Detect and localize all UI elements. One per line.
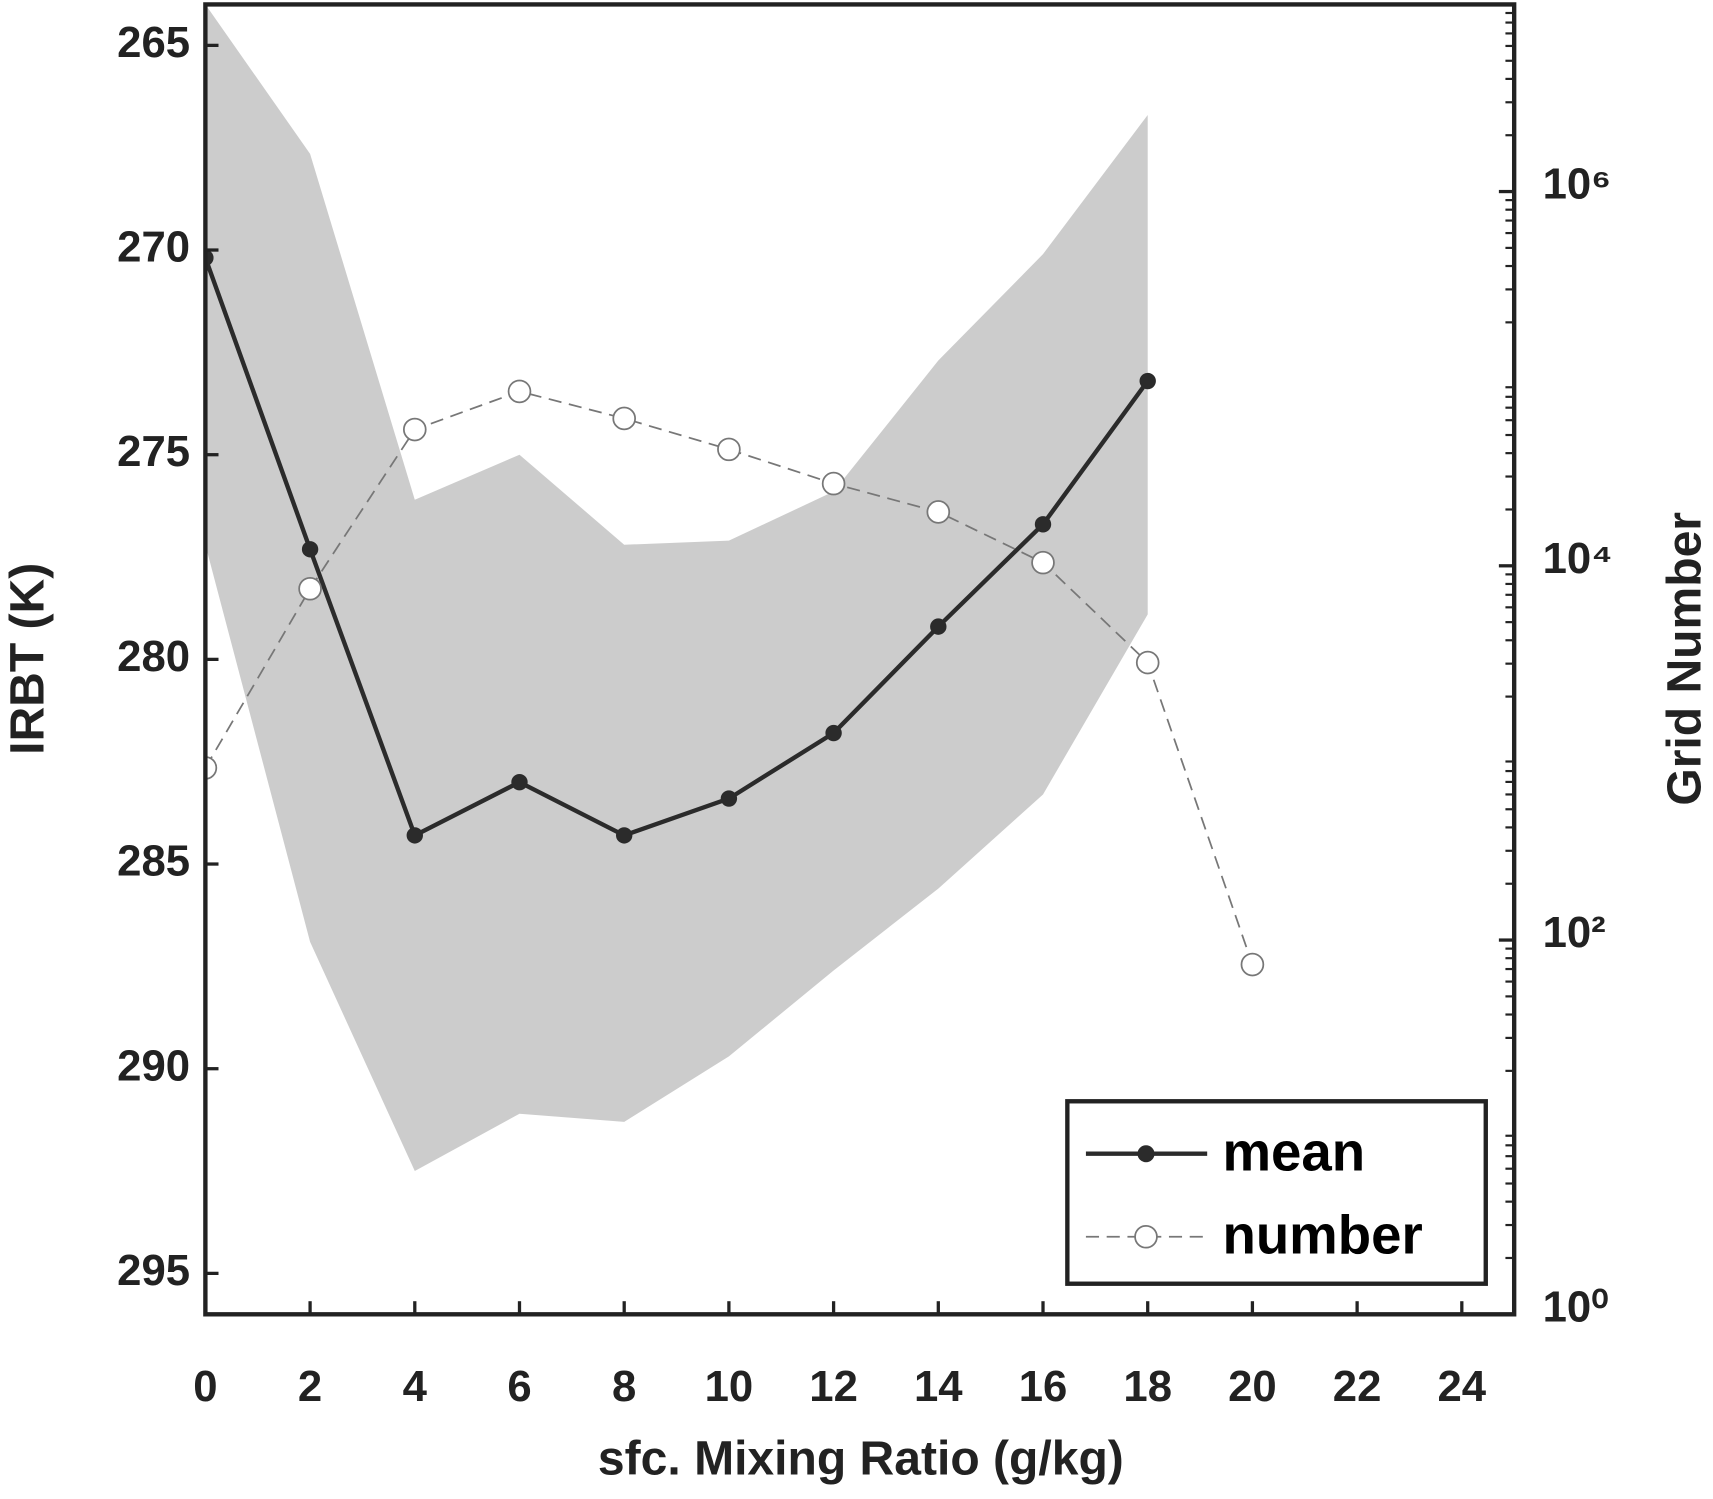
x-tick-label: 4 <box>403 1362 428 1411</box>
y-axis-label: IRBT (K) <box>0 563 54 755</box>
legend-box <box>1065 1099 1488 1286</box>
x-tick-label: 24 <box>1438 1362 1487 1411</box>
x-tick-label: 10 <box>705 1362 754 1411</box>
y-tick-label: 290 <box>117 1041 190 1090</box>
series-marker <box>507 379 532 404</box>
x-tick-label: 8 <box>612 1362 636 1411</box>
spread-band <box>205 4 1148 1172</box>
x-tick-label: 6 <box>507 1362 531 1411</box>
x-tick-label: 2 <box>298 1362 322 1411</box>
series-marker <box>298 576 322 601</box>
x-tick-label: 20 <box>1228 1362 1277 1411</box>
y2-tick-label: 10⁰ <box>1543 1282 1609 1331</box>
y2-tick-label: 10⁴ <box>1543 534 1613 583</box>
legend-label: number <box>1222 1204 1422 1265</box>
x-tick-label: 16 <box>1019 1362 1068 1411</box>
series-marker <box>616 827 633 844</box>
series-marker <box>511 773 528 791</box>
series-marker <box>717 437 741 462</box>
series-marker <box>825 724 842 742</box>
series-marker <box>930 618 947 635</box>
series-marker <box>301 541 319 558</box>
x-tick-label: 22 <box>1333 1362 1382 1411</box>
y-tick-label: 275 <box>117 427 190 476</box>
series-marker <box>821 471 846 496</box>
x-tick-label: 14 <box>914 1362 963 1411</box>
series-marker <box>402 417 427 442</box>
series-marker <box>720 790 738 807</box>
plot-area <box>205 4 1265 1172</box>
x-tick-label: 12 <box>809 1362 858 1411</box>
legend-label: mean <box>1222 1121 1365 1182</box>
series-marker <box>1240 952 1265 977</box>
series-marker <box>926 500 951 524</box>
series-marker <box>1031 550 1055 575</box>
series-marker <box>612 406 636 431</box>
series-marker <box>406 827 423 844</box>
x-tick-label: 0 <box>193 1362 217 1411</box>
series-marker <box>205 756 218 780</box>
x-axis-label: sfc. Mixing Ratio (g/kg) <box>598 1431 1124 1485</box>
y-tick-label: 280 <box>117 632 190 681</box>
y2-axis-label: Grid Number <box>1658 512 1712 806</box>
x-tick-label: 18 <box>1123 1362 1172 1411</box>
y-tick-label: 270 <box>117 223 190 272</box>
series-marker <box>1034 516 1052 533</box>
y2-tick-label: 10² <box>1543 908 1606 957</box>
series-marker <box>1135 650 1160 675</box>
y-tick-label: 285 <box>117 837 190 886</box>
y2-tick-label: 10⁶ <box>1543 160 1612 209</box>
series-marker <box>1139 372 1156 390</box>
y-tick-label: 295 <box>117 1246 190 1295</box>
y-tick-label: 265 <box>117 18 190 67</box>
legend-marker <box>1134 1224 1158 1249</box>
legend-marker <box>1137 1145 1155 1163</box>
series-line <box>205 257 1150 839</box>
